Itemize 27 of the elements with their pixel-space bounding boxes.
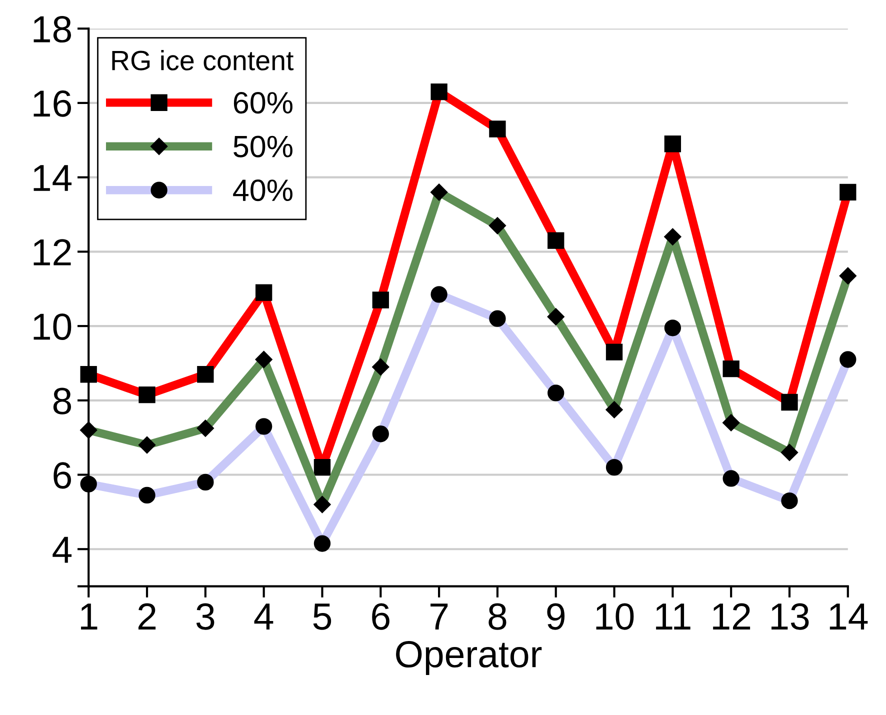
- legend-label: 60%: [234, 92, 292, 114]
- y-tick-label: 10: [34, 313, 72, 340]
- x-tick-label: 8: [488, 603, 506, 630]
- x-tick-label: 6: [372, 603, 390, 630]
- legend-label: 50%: [234, 136, 292, 158]
- x-tick-label: 7: [430, 604, 448, 630]
- x-tick-label: 13: [772, 603, 809, 630]
- y-tick-label: 8: [53, 388, 71, 414]
- x-tick-label: 9: [547, 603, 565, 630]
- x-tick-label: 5: [313, 604, 332, 630]
- y-tick-label: 4: [52, 536, 72, 563]
- x-tick-label: 11: [656, 604, 690, 630]
- legend-title: RG ice content: [112, 50, 294, 70]
- x-tick-label: 1: [81, 604, 98, 630]
- x-tick-label: 12: [713, 603, 750, 630]
- x-tick-label: 2: [138, 603, 156, 630]
- y-tick-label: 14: [34, 165, 72, 191]
- legend-label: 40%: [233, 179, 292, 202]
- y-tick-label: 6: [54, 462, 71, 489]
- x-axis-title: Operator: [396, 640, 542, 675]
- x-tick-label: 14: [830, 604, 868, 630]
- y-tick-label: 16: [34, 90, 71, 117]
- y-tick-label: 18: [34, 16, 71, 43]
- y-tick-label: 12: [34, 239, 71, 266]
- x-tick-label: 3: [196, 603, 214, 630]
- x-tick-label: 10: [596, 603, 634, 630]
- x-tick-label: 4: [254, 604, 274, 630]
